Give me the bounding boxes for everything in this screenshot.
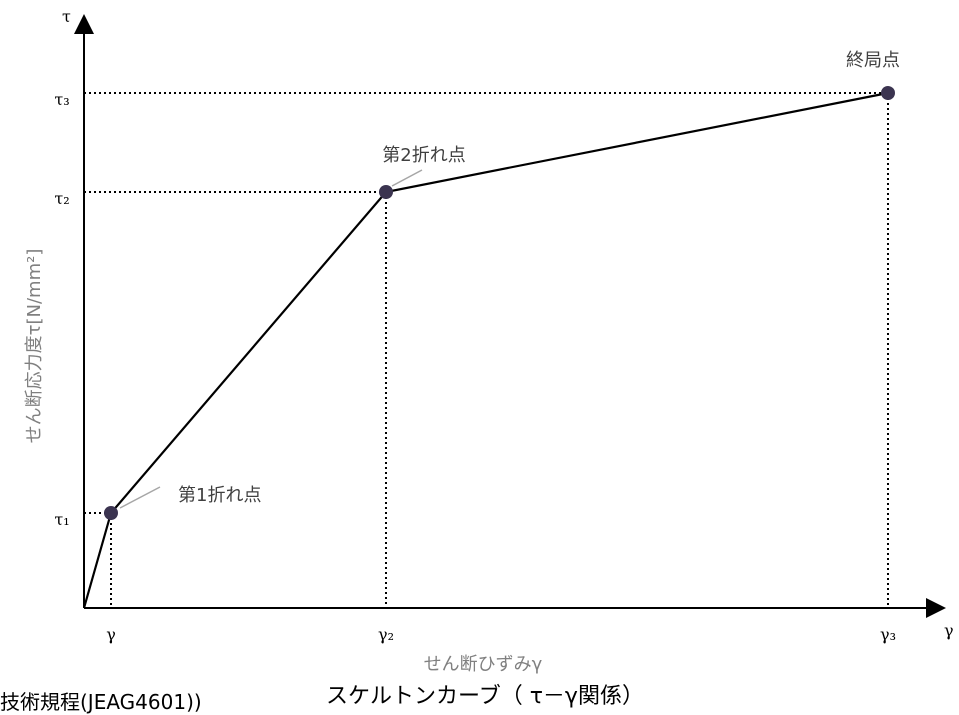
y-tick-labels: τ₁ τ₂ τ₃ <box>54 90 69 529</box>
point-labels: 第1折れ点 第2折れ点 終局点 <box>178 50 900 506</box>
leader-lines <box>119 169 423 509</box>
guide-lines <box>84 92 889 608</box>
chart-title: スケルトンカーブ（ τ－γ関係） <box>326 684 644 709</box>
leader-line-1 <box>119 486 161 509</box>
x-tick-label-0: γ <box>106 625 116 644</box>
point-label-2: 第2折れ点 <box>382 145 465 166</box>
y-tick-label-1: τ₂ <box>54 189 69 208</box>
y-tick-label-0: τ₁ <box>54 510 69 529</box>
point-label-1: 第1折れ点 <box>178 485 261 506</box>
x-axis-symbol: γ <box>944 621 954 640</box>
data-point-2 <box>379 185 393 199</box>
x-tick-label-2: γ₃ <box>880 625 896 644</box>
skeleton-curve-line <box>82 91 889 609</box>
data-point-1 <box>104 506 118 520</box>
data-points <box>104 86 895 520</box>
data-point-3 <box>881 86 895 100</box>
x-tick-label-1: γ₂ <box>378 625 394 644</box>
x-axis-label: せん断ひずみγ <box>424 654 543 675</box>
footer-partial-text: 技術規程(JEAG4601)) <box>0 690 202 714</box>
leader-line-2 <box>391 169 423 187</box>
y-axis-symbol: τ <box>62 7 71 26</box>
point-label-3: 終局点 <box>846 50 900 71</box>
y-tick-label-2: τ₃ <box>54 90 69 109</box>
x-tick-labels: γ γ₂ γ₃ <box>106 625 896 644</box>
y-axis-label: せん断応力度τ[N/mm²] <box>24 249 45 444</box>
